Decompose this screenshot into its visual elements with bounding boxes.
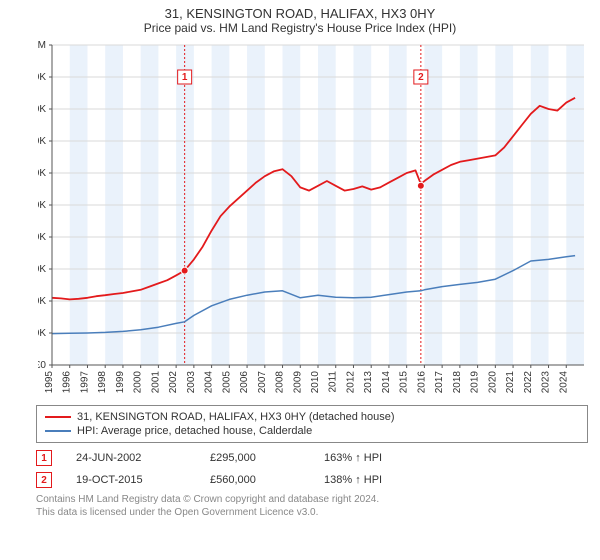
svg-text:2000: 2000 (133, 371, 144, 394)
svg-text:£0: £0 (38, 360, 46, 371)
chart-svg: £0 £100K £200K £300K £400K £500K £600K £700K £80… (38, 39, 598, 399)
svg-text:2016: 2016 (416, 371, 427, 394)
sale-row: 1 24-JUN-2002 £295,000 163% ↑ HPI (36, 447, 588, 469)
svg-text:1998: 1998 (97, 371, 108, 394)
svg-text:1: 1 (182, 72, 188, 83)
svg-text:£700K: £700K (38, 136, 46, 147)
svg-text:2020: 2020 (487, 371, 498, 394)
page-subtitle: Price paid vs. HM Land Registry's House … (0, 21, 600, 39)
svg-text:£900K: £900K (38, 72, 46, 83)
sale-pct: 138% ↑ HPI (324, 474, 434, 486)
svg-text:£1M: £1M (38, 40, 46, 51)
sale-marker-icon: 2 (36, 472, 52, 488)
legend-swatch (45, 430, 71, 432)
svg-text:2013: 2013 (363, 371, 374, 394)
svg-text:£200K: £200K (38, 296, 46, 307)
sale-row: 2 19-OCT-2015 £560,000 138% ↑ HPI (36, 469, 588, 491)
svg-text:2017: 2017 (434, 371, 445, 394)
svg-text:2006: 2006 (239, 371, 250, 394)
sale-date: 24-JUN-2002 (76, 452, 186, 464)
sale-price: £560,000 (210, 474, 300, 486)
svg-text:£600K: £600K (38, 168, 46, 179)
svg-text:2005: 2005 (221, 371, 232, 394)
svg-text:2023: 2023 (541, 371, 552, 394)
svg-text:2021: 2021 (505, 371, 516, 394)
sales-table: 1 24-JUN-2002 £295,000 163% ↑ HPI 2 19-OCT-20… (36, 447, 588, 491)
svg-text:£100K: £100K (38, 328, 46, 339)
legend-swatch (45, 416, 71, 418)
sale-date: 19-OCT-2015 (76, 474, 186, 486)
svg-text:2019: 2019 (470, 371, 481, 394)
footnote: Contains HM Land Registry data © Crown c… (36, 493, 588, 519)
svg-text:2001: 2001 (150, 371, 161, 394)
svg-text:2004: 2004 (204, 371, 215, 394)
svg-text:2: 2 (418, 72, 424, 83)
svg-text:2002: 2002 (168, 371, 179, 394)
svg-text:1995: 1995 (44, 371, 55, 394)
footnote-line: This data is licensed under the Open Gov… (36, 506, 588, 519)
svg-text:2022: 2022 (523, 371, 534, 394)
svg-text:2008: 2008 (275, 371, 286, 394)
svg-text:£800K: £800K (38, 104, 46, 115)
svg-text:2018: 2018 (452, 371, 463, 394)
svg-text:£400K: £400K (38, 232, 46, 243)
svg-text:1996: 1996 (62, 371, 73, 394)
svg-text:2012: 2012 (345, 371, 356, 394)
svg-text:£300K: £300K (38, 264, 46, 275)
svg-text:£500K: £500K (38, 200, 46, 211)
legend: 31, KENSINGTON ROAD, HALIFAX, HX3 0HY (d… (36, 405, 588, 443)
legend-item: 31, KENSINGTON ROAD, HALIFAX, HX3 0HY (d… (45, 410, 579, 424)
sale-price: £295,000 (210, 452, 300, 464)
legend-item: HPI: Average price, detached house, Cald… (45, 424, 579, 438)
svg-text:2003: 2003 (186, 371, 197, 394)
svg-text:1999: 1999 (115, 371, 126, 394)
legend-label: HPI: Average price, detached house, Cald… (77, 425, 312, 437)
footnote-line: Contains HM Land Registry data © Crown c… (36, 493, 588, 506)
svg-text:2007: 2007 (257, 371, 268, 394)
svg-text:2024: 2024 (558, 371, 569, 394)
svg-text:2015: 2015 (399, 371, 410, 394)
svg-text:1997: 1997 (79, 371, 90, 394)
svg-text:2010: 2010 (310, 371, 321, 394)
svg-text:2014: 2014 (381, 371, 392, 394)
price-chart: £0 £100K £200K £300K £400K £500K £600K £700K £80… (38, 39, 598, 399)
legend-label: 31, KENSINGTON ROAD, HALIFAX, HX3 0HY (d… (77, 411, 395, 423)
sale-pct: 163% ↑ HPI (324, 452, 434, 464)
sale-marker-icon: 1 (36, 450, 52, 466)
svg-text:2009: 2009 (292, 371, 303, 394)
page-title: 31, KENSINGTON ROAD, HALIFAX, HX3 0HY (0, 0, 600, 21)
svg-text:2011: 2011 (328, 371, 339, 393)
